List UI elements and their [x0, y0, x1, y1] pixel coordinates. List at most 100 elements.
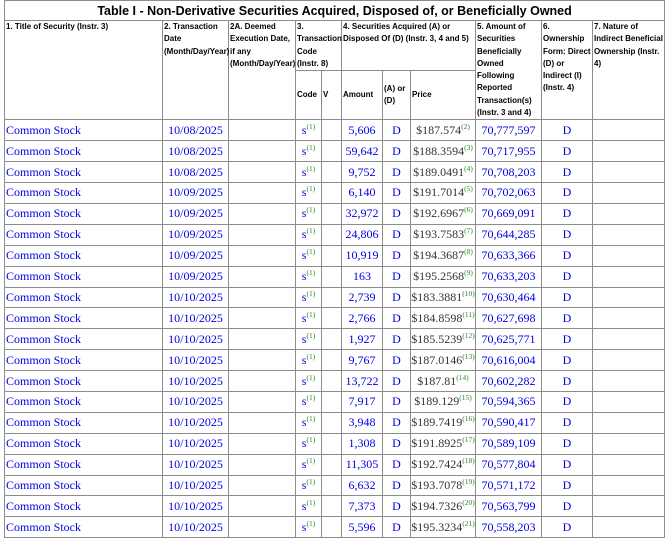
amount: 1,308: [341, 432, 383, 455]
amount-owned: 70,777,597: [475, 119, 542, 142]
price-value: $187.574: [416, 122, 462, 137]
security-title-link[interactable]: Common Stock: [4, 286, 163, 309]
security-title-link[interactable]: Common Stock: [4, 328, 163, 351]
code-footnote[interactable]: (1): [306, 309, 316, 319]
price-footnote[interactable]: (4): [464, 163, 473, 173]
code-footnote[interactable]: (1): [306, 330, 316, 340]
price: $194.3687(8): [410, 244, 476, 267]
transaction-code: S(1): [295, 307, 322, 330]
deemed-execution-date: [228, 182, 296, 204]
code-footnote[interactable]: (1): [306, 268, 316, 278]
transaction-code: S(1): [295, 495, 322, 518]
code-footnote[interactable]: (1): [306, 142, 316, 152]
security-title-link[interactable]: Common Stock: [4, 223, 163, 246]
v-cell: [321, 495, 342, 518]
transaction-date: 10/10/2025: [162, 495, 229, 518]
code-footnote[interactable]: (1): [306, 205, 316, 215]
acquired-or-disposed: D: [382, 474, 411, 497]
code-footnote[interactable]: (1): [306, 163, 316, 173]
v-cell: [321, 307, 342, 330]
nature-of-ownership: [591, 265, 666, 288]
code-footnote[interactable]: (1): [306, 247, 316, 257]
price-footnote[interactable]: (18): [462, 456, 475, 466]
header-price: Price: [410, 70, 476, 121]
header-ownership-form: 6. Ownership Form: Direct (D) or Indirec…: [541, 19, 593, 121]
code-footnote[interactable]: (1): [306, 226, 316, 236]
nature-of-ownership: [591, 119, 666, 142]
code-footnote[interactable]: (1): [306, 351, 316, 361]
price-footnote[interactable]: (19): [462, 476, 475, 486]
security-title-link[interactable]: Common Stock: [4, 390, 163, 413]
transaction-code: S(1): [295, 370, 322, 392]
security-title-link[interactable]: Common Stock: [4, 495, 163, 518]
v-cell: [321, 140, 342, 163]
table-row: Common Stock 10/10/2025 S(1) 2,739 D $183.388…: [4, 286, 666, 309]
security-title-link[interactable]: Common Stock: [4, 474, 163, 497]
table-row: Common Stock 10/08/2025 S(1) 5,606 D $187.574…: [4, 119, 666, 142]
amount-owned: 70,571,172: [475, 474, 542, 497]
security-title-link[interactable]: Common Stock: [4, 516, 163, 539]
price-footnote[interactable]: (20): [462, 497, 475, 507]
code-footnote[interactable]: (1): [306, 456, 316, 466]
price-footnote[interactable]: (11): [462, 309, 475, 319]
code-footnote[interactable]: (1): [306, 476, 316, 486]
nature-of-ownership: [591, 182, 666, 204]
transaction-code: S(1): [295, 474, 322, 497]
security-title-link[interactable]: Common Stock: [4, 411, 163, 434]
price: $193.7583(7): [410, 223, 476, 246]
code-footnote[interactable]: (1): [306, 497, 316, 507]
price-footnote[interactable]: (7): [464, 226, 473, 236]
deemed-execution-date: [228, 265, 296, 288]
security-title-link[interactable]: Common Stock: [4, 265, 163, 288]
price-value: $194.3687: [413, 248, 465, 263]
code-footnote[interactable]: (1): [306, 393, 316, 403]
code-footnote[interactable]: (1): [306, 288, 316, 298]
code-footnote[interactable]: (1): [306, 184, 316, 194]
price-footnote[interactable]: (5): [464, 184, 473, 194]
nature-of-ownership: [591, 495, 666, 518]
price-footnote[interactable]: (17): [462, 435, 475, 445]
security-title-link[interactable]: Common Stock: [4, 161, 163, 184]
acquired-or-disposed: D: [382, 370, 411, 392]
security-title-link[interactable]: Common Stock: [4, 432, 163, 455]
acquired-or-disposed: D: [382, 390, 411, 413]
price-footnote[interactable]: (3): [464, 142, 473, 152]
security-title-link[interactable]: Common Stock: [4, 244, 163, 267]
price-footnote[interactable]: (13): [462, 351, 475, 361]
price-footnote[interactable]: (12): [462, 330, 475, 340]
v-cell: [321, 474, 342, 497]
transaction-code: S(1): [295, 161, 322, 184]
price-footnote[interactable]: (6): [464, 205, 473, 215]
security-title-link[interactable]: Common Stock: [4, 370, 163, 392]
code-value: S: [301, 457, 307, 472]
security-title-link[interactable]: Common Stock: [4, 307, 163, 330]
code-footnote[interactable]: (1): [306, 518, 316, 528]
price-footnote[interactable]: (14): [456, 372, 469, 382]
security-title-link[interactable]: Common Stock: [4, 453, 163, 476]
transaction-date: 10/10/2025: [162, 411, 229, 434]
code-value: S: [301, 415, 307, 430]
price-footnote[interactable]: (2): [461, 121, 470, 131]
table-row: Common Stock 10/10/2025 S(1) 6,632 D $193.707…: [4, 474, 666, 497]
security-title-link[interactable]: Common Stock: [4, 202, 163, 225]
price: $189.7419(16): [410, 411, 476, 434]
security-title-link[interactable]: Common Stock: [4, 140, 163, 163]
price-footnote[interactable]: (8): [464, 247, 473, 257]
amount: 5,606: [341, 119, 383, 142]
code-footnote[interactable]: (1): [306, 414, 316, 424]
nature-of-ownership: [591, 474, 666, 497]
price-footnote[interactable]: (16): [462, 414, 475, 424]
price-footnote[interactable]: (15): [459, 393, 472, 403]
price: $193.7078(19): [410, 474, 476, 497]
transaction-code: S(1): [295, 432, 322, 455]
code-footnote[interactable]: (1): [306, 435, 316, 445]
security-title-link[interactable]: Common Stock: [4, 349, 163, 372]
price-footnote[interactable]: (9): [464, 268, 473, 278]
code-footnote[interactable]: (1): [306, 372, 316, 382]
code-footnote[interactable]: (1): [306, 121, 316, 131]
security-title-link[interactable]: Common Stock: [4, 119, 163, 142]
price-footnote[interactable]: (10): [462, 288, 475, 298]
price-footnote[interactable]: (21): [462, 518, 475, 528]
amount-owned: 70,669,091: [475, 202, 542, 225]
security-title-link[interactable]: Common Stock: [4, 182, 163, 204]
